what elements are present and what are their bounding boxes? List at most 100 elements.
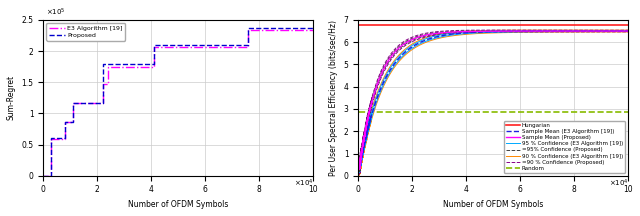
Sample Mean (Proposed) bbox=[625, 30, 632, 32]
Line: Proposed: Proposed bbox=[44, 28, 313, 176]
Line: 95 % Confidence (E3 Algorithm [19]): 95 % Confidence (E3 Algorithm [19]) bbox=[358, 32, 628, 172]
Sample Mean (E3 Algorithm [19]) bbox=[355, 168, 362, 170]
Proposed bbox=[244, 27, 252, 29]
90 % Confidence (E3 Algorithm [19]) bbox=[368, 118, 376, 121]
Sample Mean (Proposed) bbox=[365, 112, 373, 114]
E3 Algorithm [19] bbox=[104, 82, 112, 85]
95 % Confidence (E3 Algorithm [19]) bbox=[509, 31, 516, 33]
=95% Confidence (Proposed) bbox=[365, 114, 373, 116]
=90 % Confidence (Proposed) bbox=[367, 109, 374, 112]
=90 % Confidence (Proposed) bbox=[355, 172, 362, 175]
Sample Mean (Proposed) bbox=[368, 100, 376, 103]
90 % Confidence (E3 Algorithm [19]) bbox=[365, 128, 373, 130]
E3 Algorithm [19] bbox=[69, 121, 77, 124]
=90 % Confidence (Proposed) bbox=[365, 116, 373, 119]
=95% Confidence (Proposed) bbox=[611, 30, 618, 33]
Proposed bbox=[61, 120, 68, 123]
=95% Confidence (Proposed) bbox=[367, 107, 374, 110]
E3 Algorithm [19] bbox=[150, 65, 158, 68]
Random bbox=[509, 110, 516, 113]
Sample Mean (E3 Algorithm [19]) bbox=[609, 30, 616, 32]
=95% Confidence (Proposed) bbox=[625, 30, 632, 33]
Proposed bbox=[61, 137, 68, 140]
Hungarian bbox=[365, 24, 373, 26]
95 % Confidence (E3 Algorithm [19]) bbox=[367, 120, 374, 122]
Hungarian bbox=[609, 24, 616, 26]
Text: $\times10^4$: $\times10^4$ bbox=[294, 177, 313, 189]
=90 % Confidence (Proposed) bbox=[510, 31, 518, 33]
=95% Confidence (Proposed) bbox=[365, 114, 373, 116]
Hungarian bbox=[365, 24, 373, 26]
E3 Algorithm [19] bbox=[244, 29, 252, 31]
Sample Mean (E3 Algorithm [19]) bbox=[509, 30, 516, 33]
Proposed bbox=[99, 102, 107, 104]
Sample Mean (E3 Algorithm [19]) bbox=[365, 123, 373, 125]
Line: 90 % Confidence (E3 Algorithm [19]): 90 % Confidence (E3 Algorithm [19]) bbox=[358, 32, 628, 175]
Proposed bbox=[244, 44, 252, 47]
=90 % Confidence (Proposed) bbox=[611, 30, 618, 33]
=95% Confidence (Proposed) bbox=[510, 30, 518, 33]
Proposed bbox=[150, 44, 158, 47]
90 % Confidence (E3 Algorithm [19]) bbox=[509, 31, 516, 34]
Proposed bbox=[99, 62, 107, 65]
Y-axis label: Sum-Regret: Sum-Regret bbox=[7, 75, 16, 120]
Proposed bbox=[47, 137, 55, 140]
Proposed bbox=[309, 27, 317, 29]
Line: Sample Mean (E3 Algorithm [19]): Sample Mean (E3 Algorithm [19]) bbox=[358, 31, 628, 169]
=90 % Confidence (Proposed) bbox=[368, 105, 376, 107]
X-axis label: Number of OFDM Symbols: Number of OFDM Symbols bbox=[443, 200, 543, 209]
=95% Confidence (Proposed) bbox=[355, 170, 362, 172]
E3 Algorithm [19] bbox=[99, 82, 107, 85]
Random bbox=[355, 110, 362, 113]
Hungarian bbox=[625, 24, 632, 26]
Proposed bbox=[150, 62, 158, 65]
Proposed bbox=[69, 120, 77, 123]
Sample Mean (E3 Algorithm [19]) bbox=[625, 30, 632, 32]
Text: $\times10^4$: $\times10^4$ bbox=[609, 177, 628, 189]
Sample Mean (Proposed) bbox=[510, 30, 518, 32]
Sample Mean (Proposed) bbox=[355, 168, 362, 170]
X-axis label: Number of OFDM Symbols: Number of OFDM Symbols bbox=[128, 200, 228, 209]
Hungarian bbox=[509, 24, 516, 26]
E3 Algorithm [19] bbox=[309, 29, 317, 31]
Hungarian bbox=[368, 24, 376, 26]
Legend: E3 Algorithm [19], Proposed: E3 Algorithm [19], Proposed bbox=[47, 23, 125, 41]
Line: E3 Algorithm [19]: E3 Algorithm [19] bbox=[44, 30, 313, 176]
Sample Mean (Proposed) bbox=[365, 112, 373, 114]
E3 Algorithm [19] bbox=[69, 102, 77, 105]
=95% Confidence (Proposed) bbox=[355, 170, 362, 173]
Proposed bbox=[47, 175, 55, 177]
90 % Confidence (E3 Algorithm [19]) bbox=[355, 174, 362, 176]
Random bbox=[365, 110, 373, 113]
95 % Confidence (E3 Algorithm [19]) bbox=[368, 116, 376, 118]
95 % Confidence (E3 Algorithm [19]) bbox=[625, 30, 632, 33]
E3 Algorithm [19] bbox=[47, 138, 55, 140]
Proposed bbox=[104, 62, 112, 65]
Proposed bbox=[40, 175, 47, 177]
Line: =90 % Confidence (Proposed): =90 % Confidence (Proposed) bbox=[358, 32, 628, 174]
=90 % Confidence (Proposed) bbox=[355, 173, 362, 176]
Random bbox=[609, 110, 616, 113]
E3 Algorithm [19] bbox=[61, 121, 68, 124]
=90 % Confidence (Proposed) bbox=[365, 116, 373, 119]
=95% Confidence (Proposed) bbox=[368, 102, 376, 105]
Text: $\times10^5$: $\times10^5$ bbox=[46, 7, 66, 18]
Hungarian bbox=[355, 24, 362, 26]
Line: Sample Mean (Proposed): Sample Mean (Proposed) bbox=[358, 31, 628, 169]
Hungarian bbox=[367, 24, 374, 26]
E3 Algorithm [19] bbox=[40, 175, 47, 177]
Y-axis label: Per User Spectral Efficiency (bits/sec/Hz): Per User Spectral Efficiency (bits/sec/H… bbox=[329, 20, 338, 176]
Proposed bbox=[69, 102, 77, 104]
90 % Confidence (E3 Algorithm [19]) bbox=[365, 127, 373, 130]
95 % Confidence (E3 Algorithm [19]) bbox=[365, 125, 373, 127]
90 % Confidence (E3 Algorithm [19]) bbox=[367, 122, 374, 125]
E3 Algorithm [19] bbox=[104, 65, 112, 68]
Proposed bbox=[104, 62, 112, 65]
Sample Mean (Proposed) bbox=[367, 105, 374, 108]
Random bbox=[367, 110, 374, 113]
E3 Algorithm [19] bbox=[99, 102, 107, 105]
=90 % Confidence (Proposed) bbox=[625, 30, 632, 33]
Sample Mean (E3 Algorithm [19]) bbox=[365, 122, 373, 125]
E3 Algorithm [19] bbox=[150, 46, 158, 49]
Random bbox=[625, 110, 632, 113]
